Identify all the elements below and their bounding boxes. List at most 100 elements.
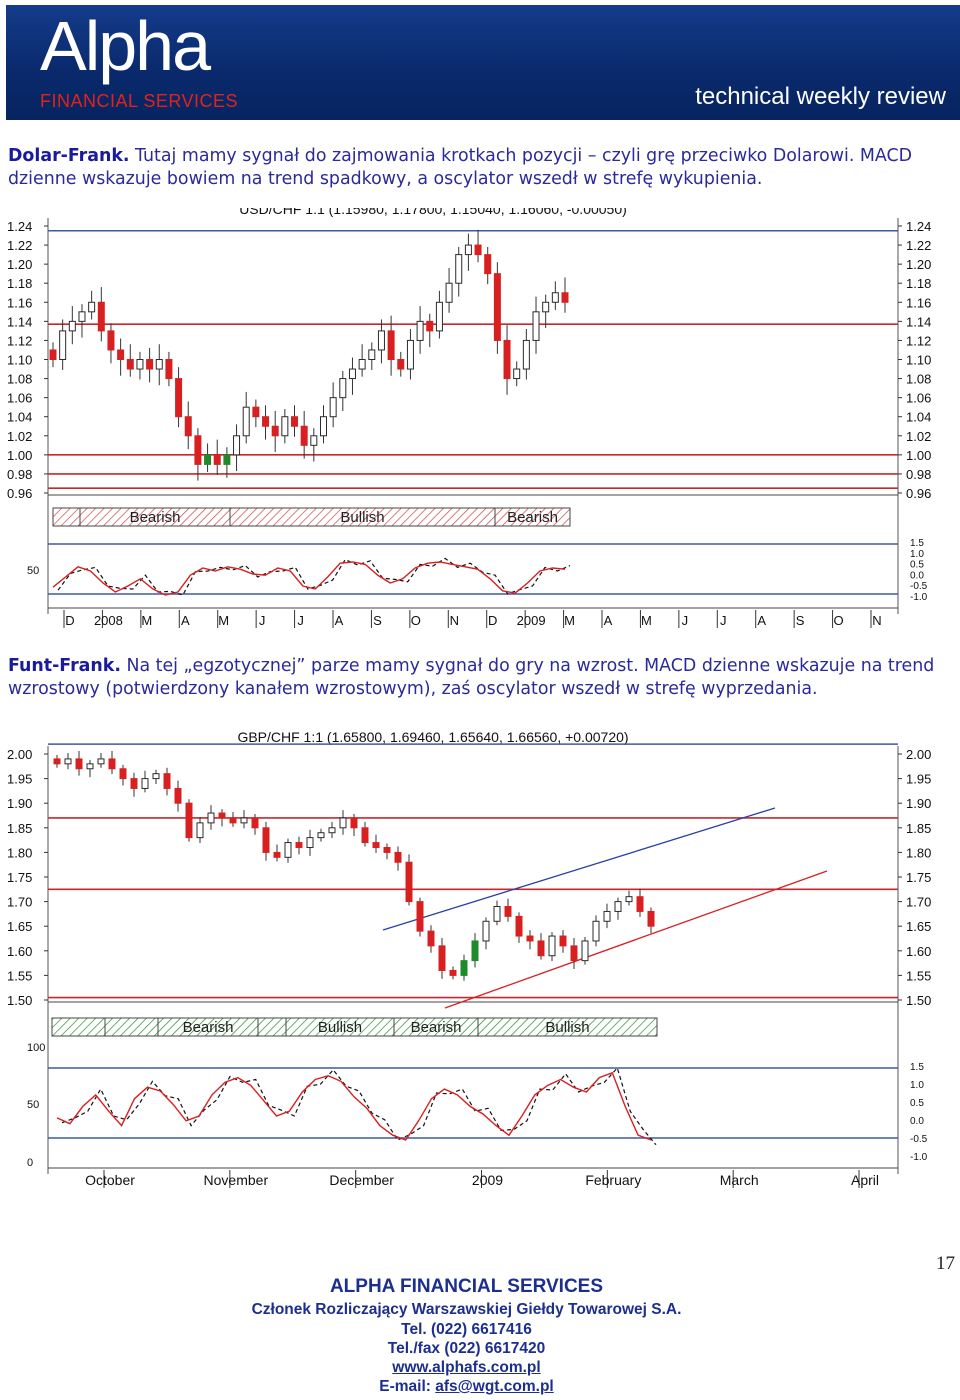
logo-wordmark: Alpha: [40, 7, 211, 85]
osc-scale-right: 1.5: [910, 538, 924, 549]
y-tick-label-right: 1.60: [906, 944, 931, 959]
y-tick-label-left: 0.98: [7, 467, 32, 482]
x-tick-label: J: [259, 613, 266, 628]
candle-up: [233, 435, 241, 456]
candle-down: [262, 416, 270, 427]
candle-up: [155, 359, 163, 370]
y-tick-label-left: 1.06: [7, 391, 32, 406]
candle-down: [427, 930, 435, 947]
candle-down: [405, 861, 413, 903]
candle-up: [455, 254, 463, 284]
candle-down: [438, 945, 446, 971]
footer-email-label: E-mail:: [379, 1378, 431, 1395]
candle-down: [300, 425, 308, 446]
candle-up: [435, 301, 443, 332]
y-tick-label-right: 1.14: [906, 314, 931, 329]
candle-down: [262, 827, 270, 853]
candle-up: [377, 330, 385, 351]
candle-down: [130, 778, 138, 789]
momentum-band-segment: [51, 1017, 106, 1037]
candle-up: [542, 301, 550, 313]
candle-up: [319, 416, 327, 437]
section-title: Funt-Frank.: [8, 656, 121, 676]
footer-tel: Tel. (022) 6617416: [401, 1321, 532, 1338]
candle-up: [68, 320, 76, 332]
x-tick-label: October: [85, 1172, 135, 1188]
y-tick-label-left: 1.24: [7, 219, 32, 234]
momentum-band-label: Bearish: [507, 509, 558, 526]
candle-down: [647, 910, 655, 927]
candle-down: [515, 915, 523, 937]
footer-web-link[interactable]: www.alphafs.com.pl: [392, 1359, 541, 1376]
x-tick-label: 2009: [517, 613, 546, 628]
usdchf-chart: USD/CHF 1:1 (1.15980, 1.17800, 1.15040, …: [7, 208, 931, 628]
x-tick-label: November: [204, 1172, 269, 1188]
osc-scale-left: 50: [27, 565, 39, 577]
y-tick-label-right: 1.50: [906, 993, 931, 1008]
candle-up: [310, 435, 318, 446]
y-tick-label-left: 1.50: [7, 993, 32, 1008]
candle-down: [416, 901, 424, 932]
y-tick-label-left: 1.04: [7, 410, 32, 425]
candle-up: [482, 920, 490, 942]
y-tick-label-left: 1.95: [7, 772, 32, 787]
candle-down: [184, 416, 192, 437]
candle-down: [636, 896, 644, 912]
candle-up: [284, 842, 292, 858]
footer-web[interactable]: www.alphafs.com.pl: [0, 1359, 933, 1377]
momentum-band-segment: [104, 1017, 159, 1037]
section-usdchf-text: Dolar-Frank. Tutaj mamy sygnał do zajmow…: [8, 145, 960, 191]
y-tick-label-left: 1.12: [7, 333, 32, 348]
candle-up: [493, 906, 501, 922]
y-tick-label-left: 1.90: [7, 796, 32, 811]
candle-up: [614, 901, 622, 912]
y-tick-label-right: 0.98: [906, 467, 931, 482]
x-tick-label: J: [297, 613, 304, 628]
candle-down: [174, 787, 182, 804]
x-tick-label: 2008: [94, 613, 123, 628]
y-tick-label-right: 1.06: [906, 391, 931, 406]
y-tick-label-left: 1.22: [7, 238, 32, 253]
x-tick-label: December: [329, 1172, 394, 1188]
osc-scale-left: 0: [27, 1157, 33, 1169]
x-tick-label: O: [411, 613, 421, 628]
candle-down: [175, 378, 183, 418]
candle-down: [126, 359, 134, 370]
footer-email-link[interactable]: afs@wgt.com.pl: [435, 1378, 554, 1395]
candle-up: [59, 330, 67, 361]
section-gbpchf-text: Funt-Frank. Na tej „egzotycznej” parze m…: [8, 655, 960, 701]
momentum-band-label: Bullish: [340, 509, 384, 526]
candle-down: [291, 416, 299, 427]
osc-scale-right: 0.0: [910, 570, 924, 581]
candle-down: [273, 851, 281, 858]
section-body: Na tej „egzotycznej” parze mamy sygnał d…: [8, 656, 935, 699]
oscillator-line: [52, 561, 566, 596]
y-tick-label-left: 1.85: [7, 821, 32, 836]
y-tick-label-left: 1.70: [7, 895, 32, 910]
osc-scale-right: -1.0: [910, 1152, 928, 1163]
oscillator-line: [56, 1071, 652, 1141]
candle-up: [406, 339, 414, 370]
candle-up: [141, 778, 149, 789]
x-tick-label: April: [851, 1172, 879, 1188]
osc-scale-right: 1.0: [910, 549, 924, 560]
candle-down: [53, 758, 61, 765]
candle-down: [361, 827, 369, 844]
candle-down: [119, 768, 127, 780]
y-tick-label-right: 1.24: [906, 219, 931, 234]
y-tick-label-right: 1.70: [906, 895, 931, 910]
y-tick-label-right: 1.02: [906, 429, 931, 444]
candle-up: [86, 763, 94, 770]
y-tick-label-left: 1.75: [7, 870, 32, 885]
candle-down: [493, 273, 501, 341]
candle-up: [581, 940, 589, 962]
candle-down: [295, 842, 303, 848]
osc-scale-right: -1.0: [910, 592, 928, 603]
candle-up: [328, 827, 336, 834]
candle-up: [368, 349, 376, 360]
x-tick-label: D: [488, 613, 497, 628]
candle-up: [240, 817, 248, 824]
trend-channel-line: [382, 807, 776, 931]
x-tick-label: O: [834, 613, 844, 628]
candle-down: [194, 435, 202, 465]
